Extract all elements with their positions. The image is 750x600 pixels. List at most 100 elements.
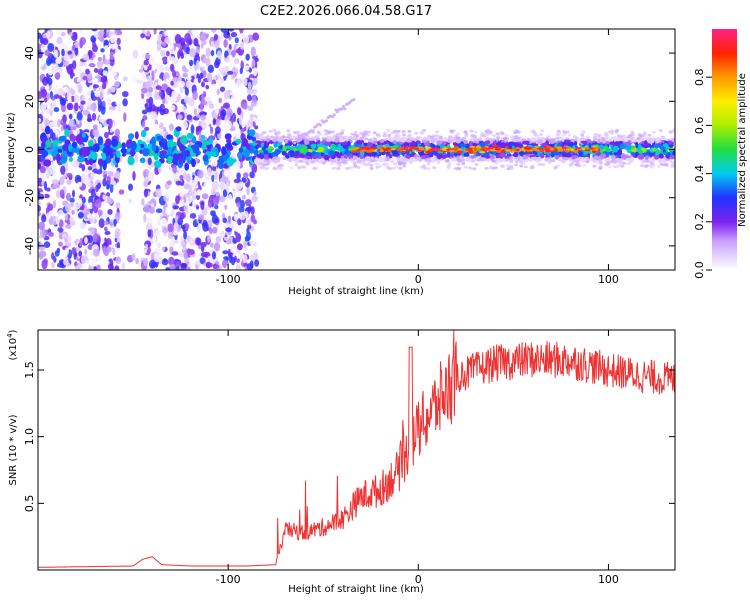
heatmap-point xyxy=(188,187,193,195)
heatmap-point xyxy=(559,149,564,152)
heatmap-point xyxy=(46,102,51,109)
heatmap-point xyxy=(152,234,157,242)
heatmap-point xyxy=(312,166,317,170)
heatmap-point xyxy=(330,143,336,149)
heatmap-point xyxy=(199,101,204,111)
heatmap-point xyxy=(84,249,88,255)
heatmap-point xyxy=(161,83,168,92)
heatmap-point xyxy=(210,242,214,248)
heatmap-point xyxy=(92,168,99,174)
heatmap-point xyxy=(362,159,367,162)
heatmap-point xyxy=(288,150,295,154)
heatmap-point xyxy=(51,179,59,186)
heatmap-point xyxy=(526,147,532,150)
heatmap-point xyxy=(311,155,318,160)
heatmap-point xyxy=(643,131,647,135)
heatmap-point xyxy=(189,59,194,67)
heatmap-point xyxy=(219,183,226,191)
heatmap-point xyxy=(514,163,519,167)
heatmap-point xyxy=(149,55,155,66)
heatmap-point xyxy=(276,131,281,135)
heatmap-point xyxy=(94,90,101,97)
heatmap-point xyxy=(155,188,162,198)
heatmap-point xyxy=(113,75,119,80)
heatmap-point xyxy=(184,192,192,198)
heatmap-point xyxy=(141,87,148,94)
heatmap-point xyxy=(617,149,623,156)
heatmap-point xyxy=(74,265,81,270)
heatmap-point xyxy=(496,136,500,140)
heatmap-point xyxy=(97,57,102,62)
heatmap-point xyxy=(236,172,241,180)
heatmap-point xyxy=(199,67,203,72)
heatmap-point xyxy=(155,208,163,213)
heatmap-point xyxy=(597,134,602,137)
heatmap-point xyxy=(155,85,162,90)
heatmap-point xyxy=(200,235,204,240)
heatmap-point xyxy=(235,263,241,270)
heatmap-point xyxy=(89,256,96,267)
x-tick-label: 100 xyxy=(598,273,619,286)
heatmap-point xyxy=(207,234,211,243)
heatmap-point xyxy=(618,158,623,162)
heatmap-point xyxy=(212,196,220,206)
heatmap-point xyxy=(411,140,416,147)
heatmap-point xyxy=(92,84,99,89)
heatmap-point xyxy=(207,198,213,208)
colorbar-label: Normalized spectral amplitude xyxy=(737,73,748,227)
heatmap-point xyxy=(178,75,182,83)
heatmap-point xyxy=(197,169,204,179)
heatmap-point xyxy=(253,191,257,196)
heatmap-point xyxy=(209,228,213,235)
heatmap-point xyxy=(221,109,227,117)
heatmap-point xyxy=(197,90,204,95)
x-tick-label: -100 xyxy=(216,273,241,286)
heatmap-point xyxy=(230,244,238,255)
heatmap-point xyxy=(393,135,398,138)
spectrogram-ylabel: Frequency (Hz) xyxy=(6,112,17,188)
heatmap-point xyxy=(598,161,603,165)
heatmap-point xyxy=(57,262,64,268)
heatmap-point xyxy=(148,171,154,181)
heatmap-point xyxy=(484,166,489,170)
heatmap-point xyxy=(236,258,240,263)
heatmap-point xyxy=(81,133,86,138)
heatmap-point xyxy=(167,223,174,233)
heatmap-point xyxy=(184,95,190,104)
heatmap-point xyxy=(436,153,442,160)
heatmap-point xyxy=(159,59,164,65)
heatmap-point xyxy=(46,30,51,39)
heatmap-point xyxy=(229,183,234,188)
heatmap-point xyxy=(561,160,566,164)
heatmap-point xyxy=(106,197,114,205)
heatmap-point xyxy=(84,237,88,244)
heatmap-point xyxy=(250,46,256,57)
heatmap-point xyxy=(226,138,232,144)
heatmap-point xyxy=(600,137,605,141)
heatmap-point xyxy=(492,134,497,138)
heatmap-point xyxy=(82,54,90,61)
heatmap-point xyxy=(193,38,199,47)
heatmap-point xyxy=(223,39,228,48)
heatmap-point xyxy=(581,130,586,134)
snr-panel: -100 0 100 0.51.01.5 Height of straight li… xyxy=(6,329,676,595)
heatmap-point xyxy=(222,250,229,255)
heatmap-point xyxy=(245,207,253,212)
heatmap-point xyxy=(229,91,236,96)
heatmap-point xyxy=(457,148,463,151)
heatmap-point xyxy=(96,191,101,197)
heatmap-point xyxy=(76,199,82,205)
heatmap-point xyxy=(211,29,217,33)
heatmap-point xyxy=(148,63,152,71)
heatmap-point xyxy=(614,141,619,146)
heatmap-point xyxy=(180,135,188,145)
heatmap-point xyxy=(546,135,551,139)
heatmap-point xyxy=(382,134,387,138)
heatmap-point xyxy=(143,188,148,198)
heatmap-point xyxy=(114,265,120,270)
heatmap-point xyxy=(165,191,171,199)
heatmap-point xyxy=(234,57,240,65)
heatmap-point xyxy=(72,60,77,70)
heatmap-point xyxy=(153,54,158,61)
